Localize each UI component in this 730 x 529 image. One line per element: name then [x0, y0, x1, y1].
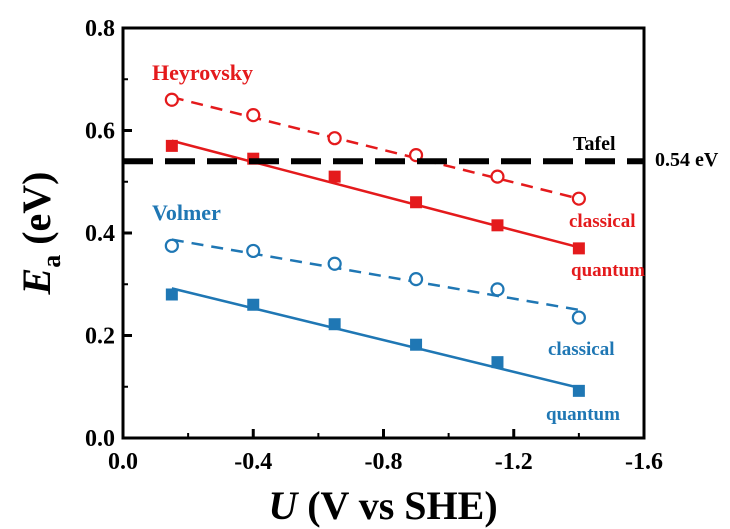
series-3-fit-line [171, 287, 580, 389]
x-tick-label-1: -0.4 [234, 449, 272, 475]
tafel-label: Tafel [573, 133, 616, 155]
annotation-layer: Heyrovsky classical quantum Volmer classical… [152, 60, 719, 425]
series-0-point-1 [246, 108, 261, 123]
series-1-point-3 [410, 196, 423, 209]
series-2-point-0 [164, 238, 179, 253]
heyrovsky-classical-label: classical [569, 211, 636, 232]
volmer-classical-label: classical [548, 339, 615, 360]
series-2-point-3 [408, 272, 424, 287]
series-0-fit-line [171, 95, 580, 200]
series-layer [164, 92, 586, 397]
y-tick-label-1: 0.2 [85, 324, 115, 350]
series-1-point-4 [491, 219, 504, 232]
series-1-fit-line [171, 139, 580, 249]
x-tick-label-4: -1.6 [625, 449, 663, 475]
x-tick-label-3: -1.2 [495, 449, 533, 475]
series-3-point-2 [328, 318, 341, 331]
series-2-point-1 [246, 243, 261, 259]
series-2-point-5 [571, 310, 586, 325]
heyrovsky-label: Heyrovsky [152, 60, 253, 85]
x-tick-label-0: 0.0 [108, 449, 138, 475]
y-axis-title: Ea (eV) [14, 172, 66, 296]
volmer-label: Volmer [152, 200, 221, 225]
series-3-point-1 [247, 298, 260, 311]
x-tick-label-2: -0.8 [365, 449, 403, 475]
series-0-point-2 [327, 131, 342, 146]
series-2-point-4 [490, 282, 505, 297]
tick-layer: 0.0 -0.4 -0.8 -1.2 -1.6 0.0 0.2 0.4 0.6 0.8 [85, 16, 663, 475]
series-1-point-2 [328, 170, 341, 183]
series-3-point-4 [491, 356, 504, 369]
heyrovsky-quantum-label: quantum [571, 260, 645, 281]
y-tick-label-3: 0.6 [85, 119, 115, 145]
series-1-point-0 [165, 139, 178, 152]
series-0-point-0 [164, 92, 179, 107]
series-0-point-3 [408, 148, 424, 163]
series-3-point-3 [410, 338, 423, 351]
series-0-point-5 [571, 191, 586, 206]
x-axis-title: U (V vs SHE) [268, 483, 497, 528]
y-tick-label-2: 0.4 [85, 221, 115, 247]
volmer-quantum-label: quantum [546, 404, 620, 425]
series-2-fit-line [171, 238, 580, 312]
tafel-value-label: 0.54 eV [655, 149, 719, 171]
series-3-point-5 [572, 384, 585, 397]
y-tick-label-4: 0.8 [85, 16, 115, 42]
plot-frame [121, 26, 646, 440]
series-0-point-4 [490, 169, 505, 184]
series-2-point-2 [327, 256, 342, 271]
y-tick-label-0: 0.0 [85, 426, 115, 452]
series-1-point-5 [572, 242, 585, 255]
series-3-point-0 [165, 288, 178, 301]
